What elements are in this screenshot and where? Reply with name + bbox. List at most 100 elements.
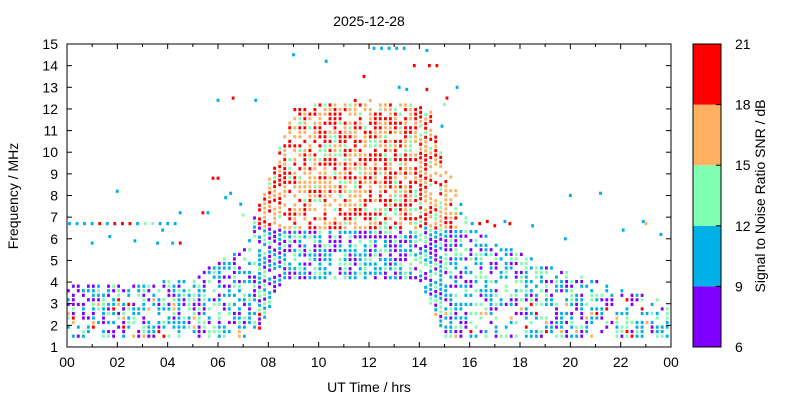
data-point [363,212,367,216]
data-point [273,175,276,179]
data-point [378,267,382,271]
data-point [348,235,352,239]
data-point [308,176,312,180]
data-point [565,270,568,275]
data-point [449,334,453,338]
data-point [529,280,533,284]
data-point [439,246,443,250]
data-point [303,253,307,257]
x-tick-label: 18 [512,354,528,370]
data-point [459,302,463,306]
data-point [439,319,443,323]
data-point [308,208,312,212]
data-point [368,271,372,275]
data-point [524,275,528,279]
data-point [454,311,458,316]
data-point [429,228,433,232]
data-point [394,117,397,121]
data-point [373,148,377,153]
data-point [137,284,141,288]
data-point [560,284,563,288]
data-point [238,298,241,302]
data-point [363,253,367,257]
data-point [384,258,387,262]
data-point [338,189,342,193]
data-point [444,325,448,329]
data-point [630,330,634,334]
data-point [258,208,261,212]
data-point [363,198,367,203]
data-point [358,235,362,239]
data-point [519,289,523,293]
data-point [313,208,317,212]
data-point [479,234,483,238]
data-point [363,230,367,234]
data-point [503,219,507,224]
data-point [353,276,357,280]
data-point [288,262,292,266]
data-point [444,334,448,338]
data-point [363,158,367,162]
data-point [625,298,629,302]
data-point [127,293,131,297]
data-point [358,126,362,130]
data-point [399,189,402,193]
data-point [348,108,352,112]
data-point [278,237,282,241]
data-point [263,233,266,237]
data-point [414,167,417,171]
data-point [288,171,292,175]
data-point [444,202,448,206]
data-point [459,330,463,334]
data-point [378,248,382,253]
data-point [283,189,287,193]
data-point [444,198,448,202]
data-point [404,117,407,121]
data-point [504,261,508,266]
data-point [132,316,136,320]
data-point [535,275,538,279]
data-point [353,180,357,184]
data-point [419,247,422,251]
data-point [605,302,609,306]
data-point [147,284,151,288]
data-point [353,244,357,248]
data-point [424,217,427,221]
data-point [384,217,387,221]
data-point [293,221,297,225]
data-point [641,219,645,224]
data-point [348,248,352,253]
data-point [580,307,584,311]
data-point [494,261,498,266]
data-point [248,275,251,279]
data-point [108,235,112,239]
data-point [509,266,513,270]
data-point [283,267,287,271]
data-point [394,130,397,134]
data-point [620,334,624,338]
data-point [112,334,115,338]
data-point [162,280,166,284]
data-point [348,135,352,139]
data-point [222,275,226,279]
data-point [464,234,468,238]
data-point [389,139,392,143]
data-point [328,139,332,143]
data-point [484,289,488,293]
data-point [650,302,654,306]
data-point [640,311,644,316]
data-point [540,334,543,338]
data-point [343,212,347,216]
data-point [303,276,307,280]
data-point [122,334,125,338]
data-point [409,139,412,143]
data-point [479,252,483,256]
data-point [102,334,105,338]
data-point [358,121,362,125]
data-point [358,176,362,180]
data-point [545,330,548,334]
y-tick-label: 14 [42,58,58,74]
data-point [394,108,397,112]
y-tick-label: 8 [50,188,58,204]
data-point [353,235,357,239]
